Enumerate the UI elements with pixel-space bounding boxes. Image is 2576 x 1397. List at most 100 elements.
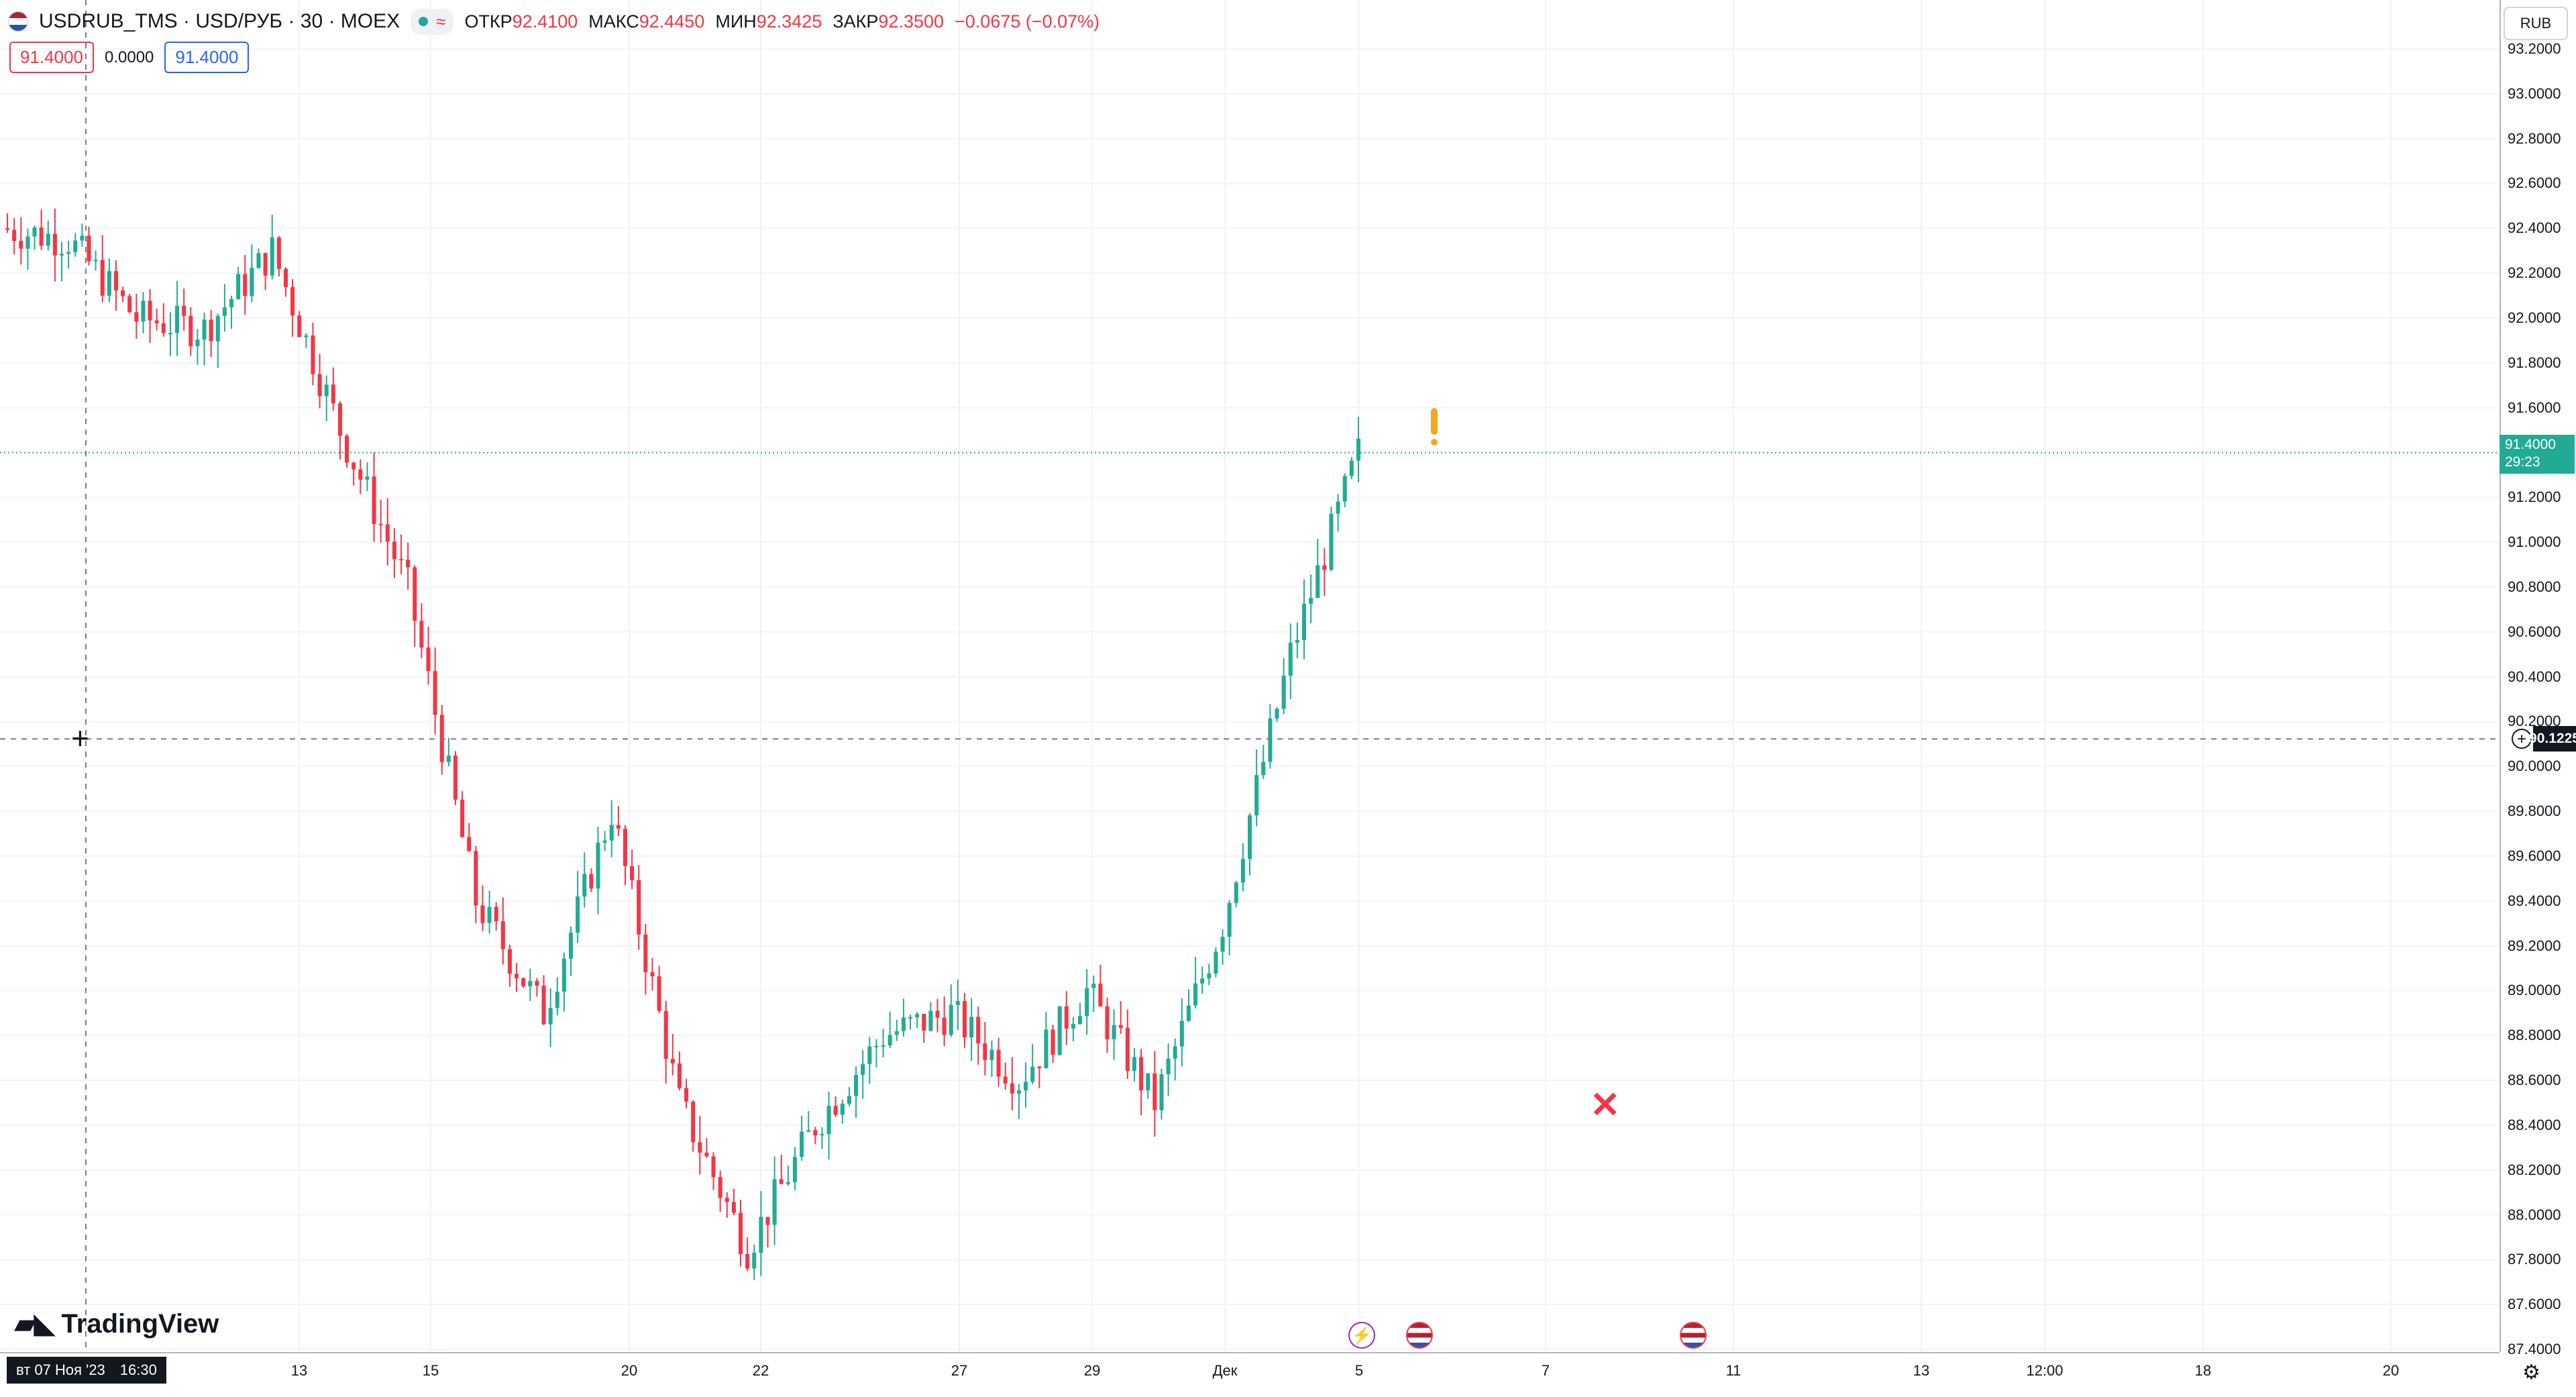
candle-body <box>698 1142 702 1153</box>
candle-body <box>922 1014 926 1031</box>
symbol-legend: USDRUB_TMS · USD/РУБ · 30 · MOEX ≈ ОТКР9… <box>8 7 1099 36</box>
market-status[interactable]: ≈ <box>411 8 454 35</box>
x-icon[interactable]: ✕ <box>1590 1085 1621 1125</box>
price-axis[interactable] <box>2500 0 2576 1352</box>
candle-body <box>1003 1076 1008 1084</box>
us-flag-icon[interactable] <box>1406 1322 1433 1349</box>
candle-body <box>657 976 661 1011</box>
candle-body <box>358 469 363 480</box>
candle-body <box>467 837 472 851</box>
candle-body <box>1342 476 1347 502</box>
candle-body <box>1336 501 1340 514</box>
candle-body <box>596 842 600 889</box>
price-label: 91.6000 <box>2508 399 2561 416</box>
crosshair-cursor-icon: + <box>71 721 89 756</box>
candlestick-chart[interactable] <box>0 0 2500 1352</box>
candle-body <box>392 541 396 560</box>
candle-body <box>813 1130 818 1136</box>
gear-icon[interactable]: ⚙ <box>2522 1361 2540 1384</box>
candle-body <box>263 253 268 276</box>
candle-body <box>446 756 451 762</box>
candle-body <box>39 227 44 246</box>
symbol-title[interactable]: USDRUB_TMS · USD/РУБ · 30 · MOEX <box>39 10 400 32</box>
candle-body <box>1118 1025 1123 1028</box>
candle-body <box>894 1031 899 1035</box>
candle-body <box>888 1035 892 1045</box>
candle-body <box>413 567 417 621</box>
candle-body <box>433 671 437 715</box>
currency-button[interactable]: RUB <box>2504 7 2568 40</box>
candle-body <box>1261 762 1266 776</box>
candle-body <box>1132 1057 1137 1072</box>
candle-body <box>1179 1021 1184 1047</box>
candle-body <box>908 1017 913 1019</box>
candle-body <box>792 1157 798 1182</box>
exclamation-icon[interactable] <box>1429 408 1440 448</box>
candle-body <box>276 237 281 269</box>
candle-body <box>161 323 166 333</box>
candle-body <box>555 991 559 1008</box>
lightning-icon[interactable]: ⚡ <box>1348 1322 1375 1349</box>
candle-body <box>1051 1029 1055 1055</box>
us-flag-icon[interactable] <box>1680 1322 1707 1349</box>
candle-body <box>670 1059 675 1064</box>
wave-icon: ≈ <box>436 11 446 32</box>
price-label: 90.6000 <box>2508 623 2561 640</box>
sell-button[interactable]: 91.4000 <box>9 42 94 73</box>
candle-body <box>847 1096 851 1104</box>
price-label: 89.6000 <box>2508 847 2561 864</box>
chart-pane[interactable] <box>0 0 2500 1352</box>
candle-body <box>209 319 213 342</box>
market-open-icon <box>419 17 429 26</box>
candle-body <box>337 403 342 436</box>
candle-body <box>935 1011 940 1018</box>
candle-body <box>202 319 207 340</box>
candle-body <box>141 301 146 322</box>
candle-body <box>426 648 431 672</box>
candle-body <box>983 1043 987 1060</box>
candle-body <box>1207 973 1212 979</box>
candle-body <box>87 236 91 262</box>
candle-body <box>548 1008 553 1025</box>
candle-body <box>854 1074 859 1096</box>
candle-body <box>711 1156 716 1178</box>
crosshair-date-tag: вт 07 Ноя '23 16:30 <box>7 1357 166 1384</box>
candle-body <box>901 1017 906 1031</box>
candle-body <box>867 1046 872 1064</box>
candle-body <box>1071 1024 1075 1029</box>
candle-body <box>419 621 424 648</box>
crosshair-price: 90.1225 <box>2529 731 2576 747</box>
candle-body <box>107 271 111 296</box>
candle-body <box>1037 1066 1042 1068</box>
add-alert-plus-icon[interactable]: + <box>2512 729 2532 749</box>
candle-body <box>833 1106 838 1115</box>
candle-body <box>494 907 498 921</box>
candle-body <box>256 253 261 268</box>
open-label: ОТКР <box>464 11 513 32</box>
candle-body <box>949 1004 953 1035</box>
candle-body <box>637 880 641 935</box>
tradingview-logo[interactable]: ▰◣ TradingView <box>15 1308 219 1339</box>
candle-body <box>80 236 85 241</box>
price-label: 88.2000 <box>2508 1161 2561 1178</box>
candle-body <box>250 268 254 297</box>
candle-body <box>589 874 594 889</box>
candle-body <box>1268 718 1273 762</box>
candle-body <box>630 866 635 880</box>
candle-body <box>487 907 492 923</box>
candle-body <box>1234 882 1238 903</box>
candle-body <box>731 1202 736 1213</box>
candle-body <box>684 1088 689 1102</box>
change-value: −0.0675 (−0.07%) <box>955 11 1100 32</box>
candle-body <box>724 1198 729 1202</box>
candle-body <box>861 1064 865 1075</box>
candle-body <box>1220 937 1225 952</box>
candle-body <box>1288 642 1293 676</box>
candle-body <box>222 307 227 316</box>
buy-button[interactable]: 91.4000 <box>164 42 250 73</box>
time-axis[interactable] <box>0 1352 2500 1397</box>
candle-body <box>602 840 607 843</box>
candle-body <box>507 949 512 974</box>
time-label: 12:00 <box>2026 1362 2063 1379</box>
price-label: 91.8000 <box>2508 354 2561 371</box>
